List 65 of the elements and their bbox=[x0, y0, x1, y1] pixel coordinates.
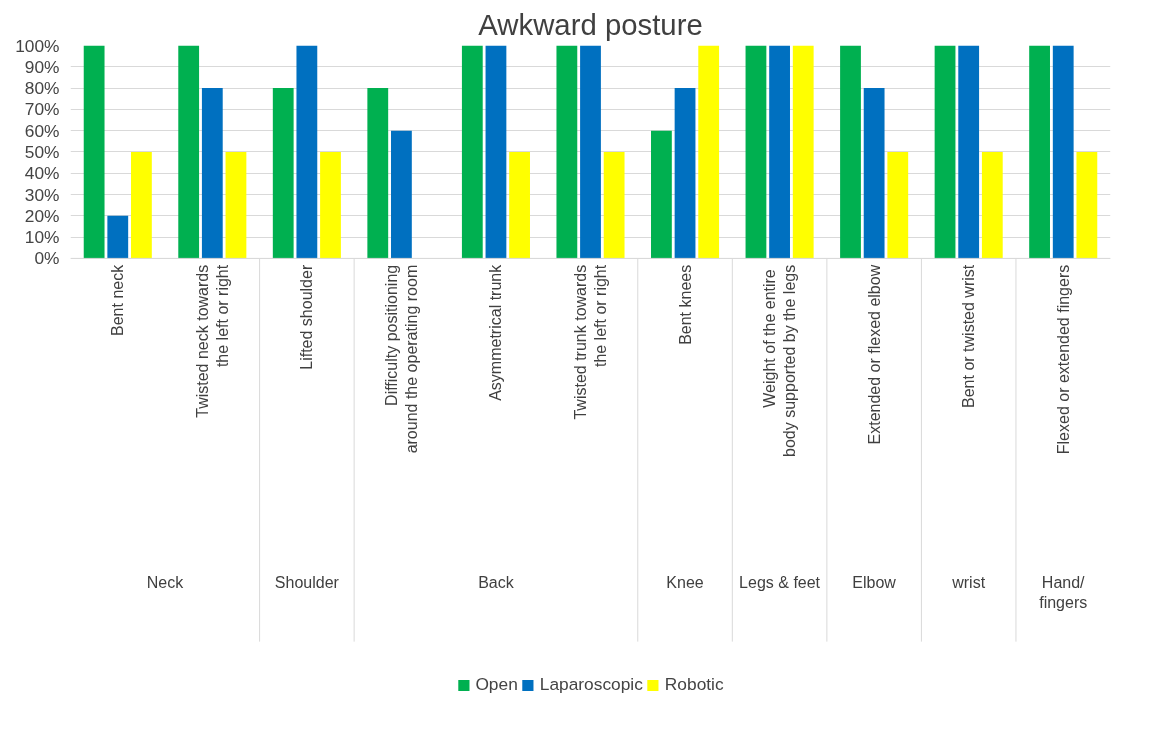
bar bbox=[178, 45, 200, 259]
bar bbox=[1076, 151, 1098, 259]
y-tick-label: 10% bbox=[24, 227, 60, 248]
x-tick-label: Bent knees bbox=[676, 264, 694, 345]
y-tick-label: 100% bbox=[15, 35, 60, 56]
x-tick-label: Extended or flexed elbow bbox=[865, 264, 883, 445]
bar bbox=[296, 45, 318, 259]
bar bbox=[461, 45, 483, 259]
bar bbox=[651, 130, 672, 259]
y-tick-label: 0% bbox=[34, 248, 60, 269]
bar bbox=[225, 151, 247, 259]
bar bbox=[1029, 45, 1050, 259]
bar bbox=[981, 151, 1003, 259]
y-tick-label: 50% bbox=[24, 141, 60, 162]
text: Shoulder bbox=[274, 573, 340, 591]
text: Legs & feet bbox=[739, 573, 821, 591]
text: Knee bbox=[666, 573, 704, 591]
x-tick-label: Lifted shoulder bbox=[298, 264, 316, 370]
bar bbox=[887, 151, 909, 259]
bar bbox=[391, 130, 412, 259]
bar bbox=[745, 45, 767, 259]
x-tick-label: Twisted trunk towards the left or right bbox=[571, 264, 610, 420]
bar bbox=[83, 45, 105, 259]
bar bbox=[131, 151, 152, 259]
bar bbox=[958, 45, 980, 259]
bar bbox=[603, 151, 625, 259]
legend-label: Laparoscopic bbox=[539, 674, 643, 695]
bar bbox=[107, 215, 129, 259]
text: Neck bbox=[146, 573, 185, 591]
bar bbox=[580, 45, 601, 259]
bar bbox=[863, 88, 885, 259]
text: Hand/ fingers bbox=[1039, 573, 1088, 611]
x-tick-label: Bent or twisted wrist bbox=[960, 264, 978, 408]
bar bbox=[556, 45, 578, 259]
bar bbox=[201, 88, 223, 259]
bar bbox=[320, 151, 341, 259]
legend-label: Robotic bbox=[664, 674, 724, 695]
y-tick-label: 20% bbox=[24, 205, 60, 226]
bar bbox=[792, 45, 814, 259]
legend-label: Open bbox=[475, 674, 518, 695]
text: Back bbox=[478, 573, 515, 591]
bar bbox=[840, 45, 861, 259]
bar bbox=[698, 45, 720, 259]
x-tick-label: Bent neck bbox=[109, 263, 127, 336]
x-tick-label: Weight of the entire body supported by the legs bbox=[760, 264, 799, 457]
bar bbox=[367, 88, 389, 259]
y-tick-label: 90% bbox=[24, 56, 60, 77]
x-tick-label: Asymmetrical trunk bbox=[487, 263, 505, 401]
y-tick-label: 30% bbox=[24, 184, 60, 205]
y-tick-label: 40% bbox=[24, 163, 60, 184]
x-tick-label: Flexed or extended fingers bbox=[1054, 264, 1072, 455]
bar bbox=[769, 45, 790, 259]
bar bbox=[934, 45, 956, 259]
chart-title: Awkward posture bbox=[478, 7, 703, 41]
bar bbox=[485, 45, 507, 259]
text: Elbow bbox=[852, 573, 897, 591]
bar bbox=[509, 151, 530, 259]
y-tick-label: 60% bbox=[24, 120, 60, 141]
x-tick-label: Twisted neck towards the left or right bbox=[193, 264, 232, 418]
y-tick-label: 70% bbox=[24, 99, 60, 120]
y-tick-label: 80% bbox=[24, 78, 60, 99]
bar bbox=[1052, 45, 1074, 259]
bar bbox=[674, 88, 696, 259]
text: wrist bbox=[951, 573, 986, 591]
bar bbox=[272, 88, 294, 259]
